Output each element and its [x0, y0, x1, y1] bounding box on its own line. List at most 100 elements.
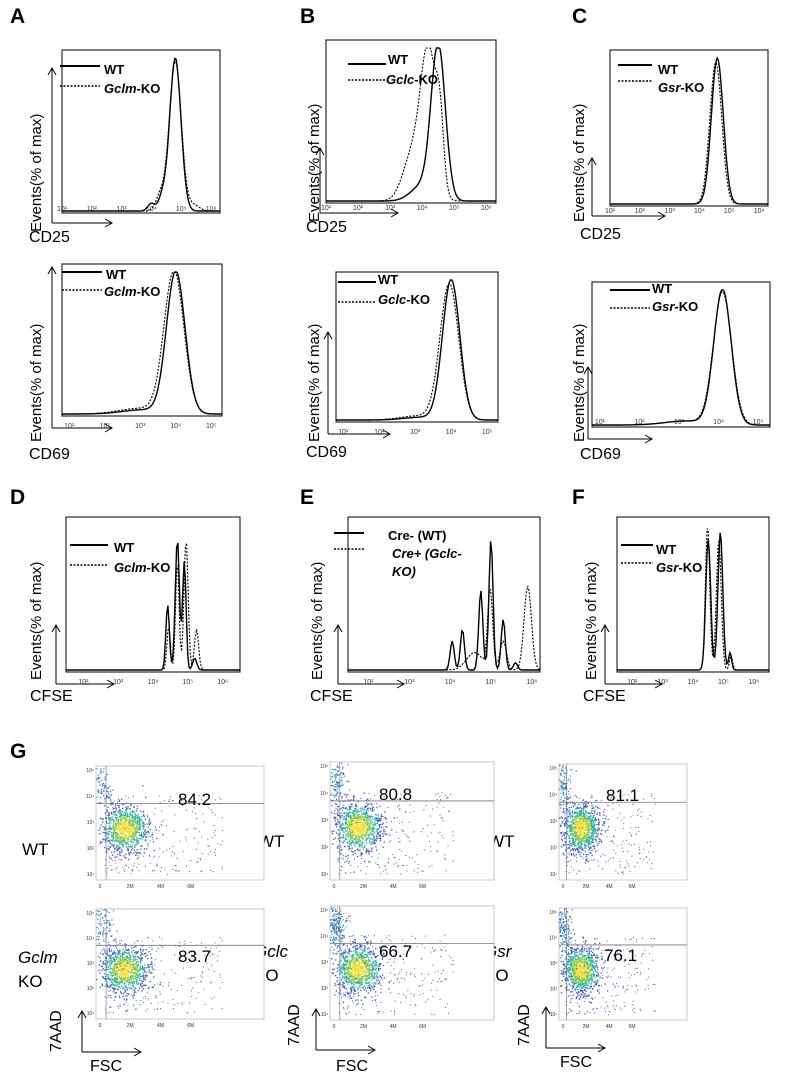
event-dot [366, 798, 368, 800]
event-dot [580, 831, 582, 834]
event-dot [337, 786, 340, 788]
event-dot [330, 775, 333, 778]
event-dot [406, 864, 408, 866]
event-dot [158, 936, 160, 938]
event-dot [598, 821, 600, 823]
event-dot [117, 836, 120, 839]
event-dot [595, 839, 597, 841]
event-dot [118, 962, 120, 965]
event-dot [569, 775, 571, 777]
event-dot [117, 827, 119, 829]
event-dot [111, 970, 113, 972]
event-dot [365, 830, 367, 832]
event-dot [130, 825, 132, 827]
event-dot [409, 840, 411, 842]
event-dot [574, 828, 576, 830]
event-dot [140, 967, 143, 970]
event-dot [172, 846, 174, 847]
event-dot [570, 829, 572, 832]
event-dot [354, 809, 356, 811]
event-dot [107, 961, 109, 963]
event-dot [561, 840, 564, 842]
event-dot [348, 863, 350, 865]
event-dot [136, 972, 138, 974]
event-dot [359, 849, 361, 851]
event-dot [377, 833, 379, 835]
event-dot [125, 984, 127, 986]
event-dot [152, 968, 154, 970]
event-dot [640, 816, 642, 818]
event-dot [113, 849, 115, 851]
event-dot [122, 953, 124, 955]
event-dot [379, 819, 381, 821]
event-dot [372, 834, 375, 837]
event-dot [102, 821, 104, 823]
event-dot [382, 870, 384, 872]
event-dot [132, 954, 134, 956]
event-dot [342, 828, 343, 830]
xlabel-a2: CD69 [29, 446, 70, 463]
event-dot [360, 835, 362, 837]
event-dot [105, 833, 108, 836]
event-dot [130, 956, 132, 958]
event-dot [125, 833, 128, 836]
event-dot [134, 846, 136, 848]
event-dot [357, 815, 360, 817]
event-dot [356, 805, 358, 807]
event-dot [132, 839, 134, 841]
event-dot [121, 957, 123, 959]
event-dot [608, 819, 610, 820]
event-dot [573, 820, 575, 822]
event-dot [115, 838, 117, 840]
event-dot [430, 846, 432, 848]
event-dot [114, 980, 117, 982]
event-dot [399, 858, 401, 860]
event-dot [397, 865, 399, 867]
event-dot [137, 855, 139, 857]
event-dot [148, 951, 150, 953]
event-dot [137, 825, 139, 828]
event-dot [579, 841, 581, 843]
event-dot [125, 825, 127, 827]
event-dot [135, 841, 138, 843]
event-dot [576, 831, 578, 833]
event-dot [211, 837, 213, 839]
event-dot [116, 980, 118, 982]
event-dot [122, 993, 124, 995]
event-dot [371, 807, 373, 809]
event-dot [123, 836, 126, 838]
event-dot [597, 842, 599, 844]
event-dot [148, 832, 150, 834]
event-dot [375, 840, 378, 842]
event-dot [560, 816, 563, 818]
event-dot [353, 810, 355, 813]
tick-label: 10² [363, 679, 374, 686]
event-dot [110, 990, 111, 992]
event-dot [565, 850, 567, 852]
event-dot [584, 821, 586, 823]
event-dot [591, 859, 593, 861]
event-dot [590, 820, 592, 822]
event-dot [432, 808, 433, 810]
event-dot [111, 813, 113, 815]
event-dot [336, 822, 338, 824]
event-dot [193, 828, 195, 830]
event-dot [649, 840, 651, 842]
event-dot [567, 798, 569, 800]
tick-label: 10⁵ [486, 679, 497, 686]
event-dot [336, 813, 339, 815]
event-dot [354, 871, 356, 873]
event-dot [347, 845, 349, 847]
event-dot [136, 966, 139, 968]
event-dot [335, 777, 337, 779]
event-dot [567, 808, 569, 810]
event-dot [599, 813, 601, 815]
event-dot [591, 841, 593, 844]
event-dot [372, 838, 374, 840]
event-dot [584, 841, 587, 844]
event-dot [571, 837, 573, 839]
panel-letter-b: B [300, 5, 316, 28]
event-dot [124, 946, 127, 948]
row-label-wt: WT [258, 832, 285, 851]
event-dot [125, 995, 127, 997]
